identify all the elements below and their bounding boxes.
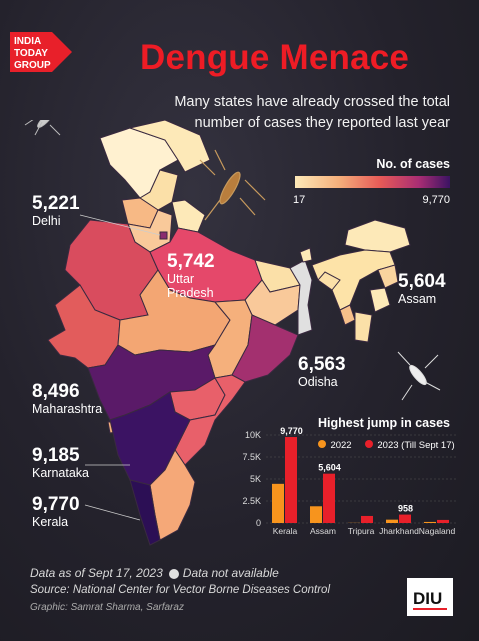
legend-swatch-2022 xyxy=(318,440,326,448)
y-tick-label: 10K xyxy=(245,430,261,440)
callout-value: 8,496 xyxy=(32,381,80,402)
region-andhra-pradesh xyxy=(174,374,246,466)
callout-odisha: 6,563 Odisha xyxy=(298,354,346,390)
callout-value: 5,604 xyxy=(398,271,446,292)
legend-min: 17 xyxy=(293,194,306,206)
region-kerala xyxy=(129,479,161,546)
region-meghalaya xyxy=(317,271,341,291)
bar-jharkhand-2022 xyxy=(386,519,398,523)
bar-nagaland-2022 xyxy=(424,521,436,523)
region-nagaland xyxy=(377,264,399,289)
footer-source: Source: National Center for Vector Borne… xyxy=(30,584,330,596)
callout-name-line-1: Uttar xyxy=(167,272,195,286)
footer-graphic-credit: Graphic: Samrat Sharma, Sarfaraz xyxy=(30,602,184,613)
chart-title: Highest jump in cases xyxy=(318,416,450,430)
pointer-delhi xyxy=(79,214,161,236)
mosquito-icon xyxy=(397,351,441,401)
mosquito-icon xyxy=(24,120,61,136)
bar-kerala-2023 xyxy=(285,437,297,523)
legend-max: 9,770 xyxy=(422,194,450,206)
y-tick-label: 7.5K xyxy=(242,452,261,462)
region-tripura xyxy=(339,304,356,326)
region-west-bengal xyxy=(289,259,313,336)
data-label: 9,770 xyxy=(280,426,303,436)
subtitle-line-2: number of cases they reported last year xyxy=(194,115,451,131)
legend-title: No. of cases xyxy=(376,157,450,171)
diu-label: DIU xyxy=(413,589,442,608)
callout-kerala: 9,770 Kerala xyxy=(32,494,80,530)
not-available-label: Data not available xyxy=(182,566,279,580)
bar-assam-2023 xyxy=(323,473,335,523)
page-title: Dengue Menace xyxy=(140,38,410,77)
india-choropleth-map xyxy=(24,120,441,546)
data-label: 958 xyxy=(398,504,413,514)
not-available-swatch xyxy=(169,568,180,579)
diu-logo: DIU xyxy=(407,578,453,616)
legend-label-2023: 2023 (Till Sept 17) xyxy=(377,440,455,451)
footer-date: Data as of Sept 17, 2023 Data not availa… xyxy=(30,566,279,580)
region-arunachal xyxy=(344,219,411,253)
bar-jharkhand-2023 xyxy=(399,514,411,523)
data-as-of: Data as of Sept 17, 2023 xyxy=(30,566,163,580)
y-tick-label: 5K xyxy=(250,474,261,484)
callout-name: Karnataka xyxy=(32,466,89,480)
region-sikkim xyxy=(299,247,313,263)
region-mizoram xyxy=(354,311,373,343)
x-tick-label: Assam xyxy=(310,526,336,536)
x-tick-label: Kerala xyxy=(273,526,298,536)
y-tick-label: 0 xyxy=(256,518,261,528)
callout-value: 6,563 xyxy=(298,354,346,375)
callout-karnataka: 9,185 Karnataka xyxy=(32,445,89,481)
region-manipur xyxy=(369,287,391,313)
callout-value: 9,185 xyxy=(32,445,80,466)
subtitle-line-1: Many states have already crossed the tot… xyxy=(174,94,450,110)
logo-line-india: INDIA xyxy=(14,36,41,47)
callout-name: Assam xyxy=(398,292,437,306)
data-label: 5,604 xyxy=(318,463,341,473)
bar-tripura-2023 xyxy=(361,515,373,523)
legend-swatch-2023 xyxy=(364,440,373,448)
callout-name: Kerala xyxy=(32,515,69,529)
chart-legend: 2022 2023 (Till Sept 17) xyxy=(318,435,455,453)
x-tick-label: Nagaland xyxy=(419,526,456,536)
mosquito-icon xyxy=(199,149,266,221)
legend-label-2022: 2022 xyxy=(330,440,352,451)
callout-name-line-2: Pradesh xyxy=(167,286,214,300)
x-tick-label: Jharkhand xyxy=(379,526,419,536)
page-subtitle: Many states have already crossed the tot… xyxy=(140,92,450,134)
callout-name: Odisha xyxy=(298,375,338,389)
callout-assam: 5,604 Assam xyxy=(398,271,446,307)
callout-uttar-pradesh: 5,742 Uttar Pradesh xyxy=(167,251,215,301)
legend-color-scale xyxy=(295,176,450,188)
callout-maharashtra: 8,496 Maharashtra xyxy=(32,381,103,417)
region-odisha xyxy=(231,314,299,383)
y-tick-label: 2.5K xyxy=(242,496,261,506)
callout-name: Delhi xyxy=(32,214,61,228)
callout-delhi: 5,221 Delhi xyxy=(32,193,80,229)
india-today-group-logo: INDIA TODAY GROUP xyxy=(8,30,74,74)
bar-nagaland-2023 xyxy=(437,519,449,523)
logo-line-group: GROUP xyxy=(14,60,51,71)
callout-value: 5,221 xyxy=(32,193,80,214)
callout-value: 5,742 xyxy=(167,251,215,272)
pointer-kerala xyxy=(84,504,141,521)
x-tick-label: Tripura xyxy=(348,526,375,536)
callout-value: 9,770 xyxy=(32,494,80,515)
bar-assam-2022 xyxy=(310,506,322,523)
region-uttarakhand xyxy=(171,199,206,233)
bar-chart: 0 2.5K 5K 7.5K 10K Kerala 9,770 Assam 5,604 Tripu… xyxy=(242,426,456,536)
bar-kerala-2022 xyxy=(272,483,284,523)
region-delhi xyxy=(159,231,168,240)
logo-line-today: TODAY xyxy=(14,48,48,59)
region-ladakh xyxy=(128,120,211,173)
callout-name: Maharashtra xyxy=(32,402,103,416)
region-karnataka xyxy=(109,391,191,486)
